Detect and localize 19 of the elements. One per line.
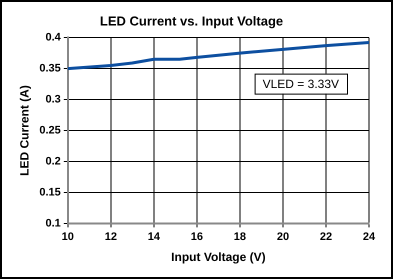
y-tick-label: 0.1 [46, 217, 61, 230]
x-tick-label: 10 [62, 231, 74, 244]
x-tick-label: 14 [148, 231, 161, 244]
y-tick-label: 0.3 [46, 94, 61, 106]
x-tick-label: 20 [276, 231, 290, 244]
y-tick-label: 0.2 [46, 156, 61, 168]
chart-title: LED Current vs. Input Voltage [100, 13, 284, 28]
annotation: VLED = 3.33V [262, 76, 340, 91]
y-tick-label: 0.4 [46, 32, 62, 44]
y-axis-title: LED Current (A) [18, 85, 32, 176]
y-tick-label: 0.35 [39, 62, 61, 75]
y-tick-label: 0.15 [39, 186, 61, 198]
x-tick-label: 16 [190, 231, 204, 244]
x-tick-label: 24 [362, 231, 376, 244]
x-tick-label: 12 [104, 231, 117, 244]
x-tick-label: 22 [320, 231, 332, 244]
x-tick-label: 18 [234, 231, 246, 244]
x-axis-title: Input Voltage (V) [171, 250, 266, 264]
y-tick-label: 0.25 [39, 124, 61, 137]
